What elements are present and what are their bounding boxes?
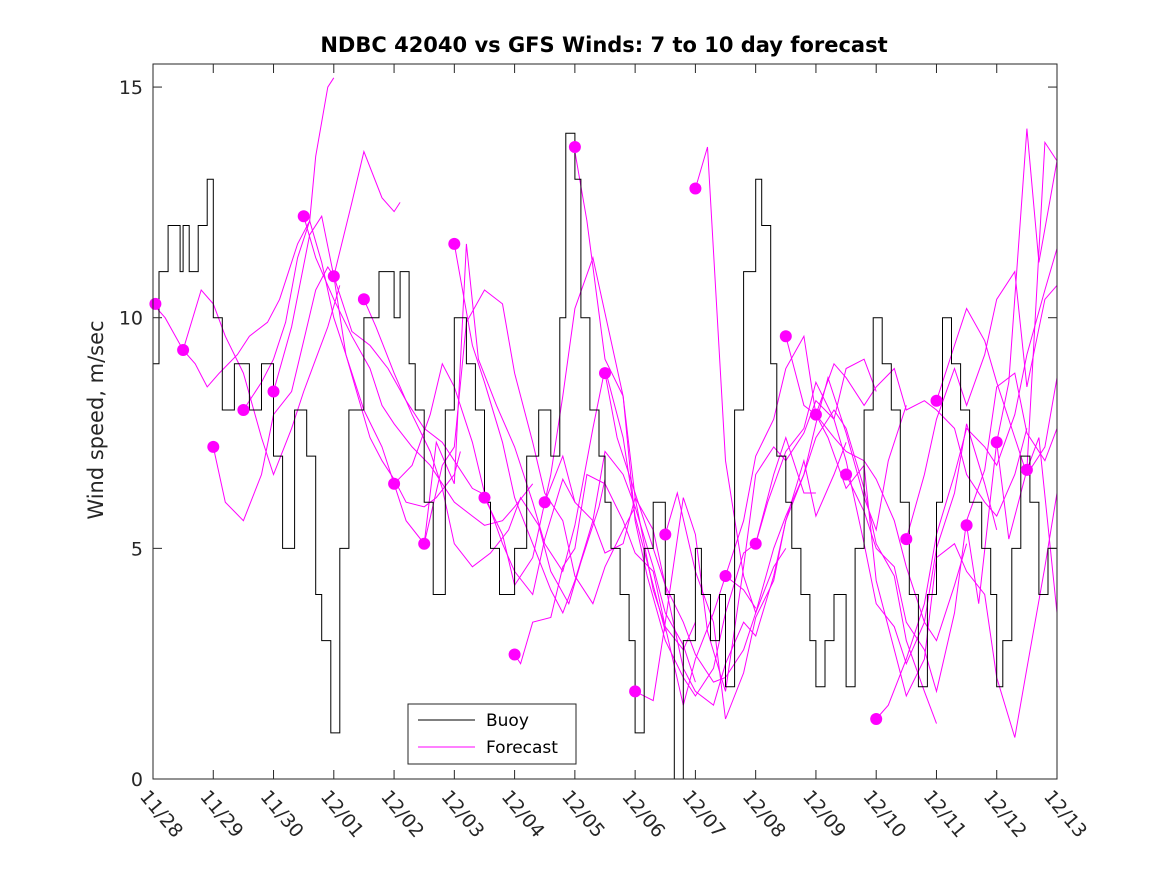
forecast-line-30 (1026, 437, 1058, 613)
forecast-marker-29 (990, 436, 1003, 449)
forecast-marker-20 (719, 570, 732, 582)
forecast-line-15 (574, 151, 816, 697)
y-axis: 0 5 10 15 (119, 77, 1057, 791)
legend-box (407, 703, 577, 765)
forecast-line-13 (514, 473, 757, 706)
forecast-marker-13 (508, 648, 521, 661)
forecast-line-17 (634, 358, 877, 702)
forecast-marker-3 (207, 440, 220, 453)
forecast-marker-28 (960, 519, 973, 532)
forecast-line-24 (845, 372, 1058, 694)
forecast-line-27 (936, 307, 1058, 476)
forecast-lines (152, 77, 1058, 738)
forecast-line-22 (785, 336, 1028, 518)
forecast-marker-30 (1020, 463, 1033, 476)
forecast-line-12 (484, 255, 696, 651)
forecast-marker-2 (177, 344, 190, 356)
forecast-marker-19 (689, 182, 702, 195)
forecast-line-10 (423, 243, 666, 632)
forecast-line-1 (152, 77, 335, 388)
axes-frame (152, 63, 1058, 780)
forecast-marker-25 (870, 713, 883, 725)
plot-area (149, 63, 1058, 780)
y-tick-label: 15 (119, 77, 143, 99)
forecast-line-6 (303, 216, 534, 526)
forecast-marker-11 (448, 237, 461, 250)
legend-buoy-label: Buoy (486, 711, 529, 731)
buoy-line-group (153, 132, 1058, 780)
forecast-marker-7 (327, 270, 340, 283)
forecast-marker-15 (568, 141, 581, 153)
forecast-markers (149, 141, 1033, 725)
forecast-marker-8 (357, 293, 370, 306)
forecast-marker-6 (297, 210, 310, 223)
forecast-marker-10 (418, 537, 431, 550)
forecast-line-21 (755, 380, 998, 666)
chart-title: NDBC 42040 vs GFS Winds: 7 to 10 day for… (320, 33, 887, 57)
axes-background (153, 64, 1057, 779)
forecast-marker-1 (149, 297, 162, 310)
y-tick-label: 0 (131, 769, 143, 791)
forecast-line-2 (182, 285, 341, 476)
forecast-marker-21 (749, 537, 762, 550)
forecast-marker-5 (267, 385, 280, 398)
forecast-line-9 (393, 289, 636, 605)
legend: Buoy Forecast (407, 703, 577, 765)
forecast-marker-17 (629, 685, 642, 698)
forecast-marker-27 (930, 394, 943, 407)
forecast-marker-4 (237, 404, 250, 416)
forecast-marker-14 (538, 496, 551, 509)
forecast-line-8 (363, 299, 606, 605)
forecast-line-11 (453, 243, 696, 683)
forecast-marker-18 (659, 528, 672, 541)
forecast-marker-26 (900, 533, 913, 546)
forecast-line-25 (875, 248, 1058, 720)
y-tick-label: 10 (119, 308, 143, 330)
forecast-line-4 (242, 219, 461, 508)
forecast-line-3 (212, 149, 401, 522)
buoy-line (153, 132, 1058, 780)
forecast-marker-16 (599, 367, 611, 380)
legend-forecast-label: Forecast (486, 738, 558, 758)
forecast-line-28 (966, 128, 1058, 604)
y-tick-label: 5 (131, 538, 143, 560)
forecast-marker-24 (840, 468, 853, 481)
forecast-marker-12 (478, 491, 491, 504)
forecast-marker-23 (809, 408, 822, 421)
y-axis-label: Wind speed, m/sec (84, 320, 108, 519)
forecast-marker-22 (779, 330, 792, 343)
forecast-line-5 (273, 214, 491, 499)
forecast-marker-9 (388, 477, 401, 490)
